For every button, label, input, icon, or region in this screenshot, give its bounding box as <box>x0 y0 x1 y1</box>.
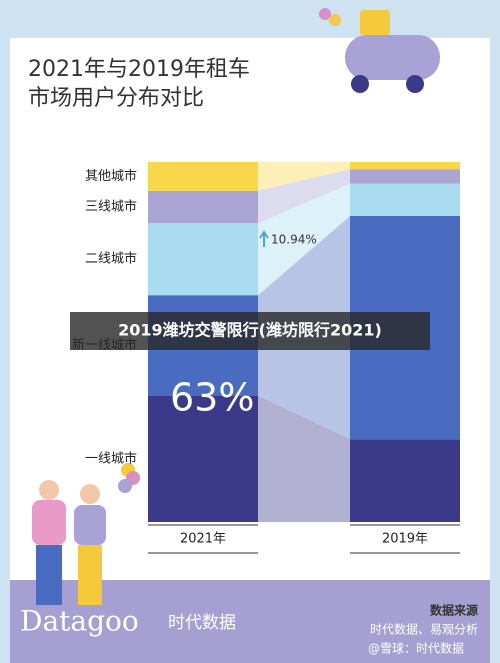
bar-segment <box>350 183 460 216</box>
bar-segment <box>350 169 460 184</box>
legend-label: 三线城市 <box>85 199 137 215</box>
chart: 一线城市新一线城市二线城市三线城市其他城市2021年2019年 <box>72 162 460 547</box>
flow-band <box>258 162 350 191</box>
bar-segment <box>148 162 258 191</box>
legend-label: 二线城市 <box>85 251 137 267</box>
title-line: 2021年与2019年租车 <box>28 57 250 82</box>
x-tick-label: 2021年 <box>180 532 226 547</box>
flow-band <box>258 396 350 522</box>
source: 时代数据、易观分析 <box>370 622 478 637</box>
banner-bg <box>70 312 430 350</box>
bar-segment <box>350 162 460 170</box>
brand: Datagoo <box>20 605 139 638</box>
bar-segment <box>148 223 258 296</box>
annotation: 10.94% <box>271 233 317 247</box>
bar-segment <box>350 439 460 522</box>
x-tick-label: 2019年 <box>382 532 428 547</box>
brand-cn: 时代数据 <box>168 613 236 633</box>
flow-band <box>258 169 350 224</box>
bar-segment <box>148 396 258 522</box>
banner: 2019潍坊交警限行(潍坊限行2021) <box>118 321 382 340</box>
bar-segment <box>148 190 258 224</box>
source-title: 数据来源 <box>430 603 478 618</box>
car <box>319 8 440 93</box>
flow-band <box>258 183 350 296</box>
legend-label: 一线城市 <box>85 451 137 467</box>
title-line: 市场用户分布对比 <box>28 86 204 111</box>
arrow <box>259 230 269 247</box>
credit: @雪球：时代数据 <box>368 641 464 656</box>
legend-label: 其他城市 <box>85 168 137 184</box>
annotation: 63% <box>170 376 254 420</box>
people <box>32 463 140 605</box>
